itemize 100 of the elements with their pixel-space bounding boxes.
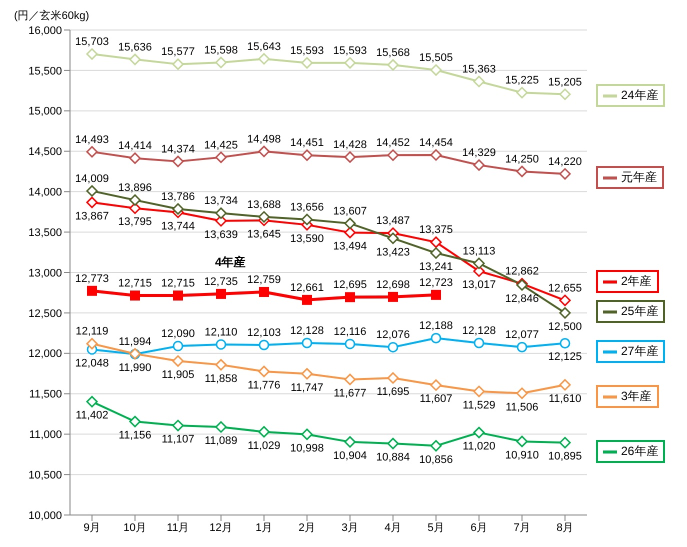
data-label: 11,020 (462, 440, 496, 453)
point (516, 436, 528, 448)
y-tick-label: 16,000 (28, 24, 62, 37)
legend-label: 元年産 (621, 169, 657, 186)
point (387, 438, 399, 450)
point (87, 286, 97, 296)
data-label: 13,734 (204, 195, 238, 208)
y-tick-label: 15,000 (28, 106, 62, 118)
data-label: 15,568 (376, 46, 410, 59)
data-label: 11,029 (248, 440, 280, 452)
data-label: 14,451 (290, 137, 324, 150)
y-tick-label: 13,000 (28, 267, 62, 280)
data-label: 13,786 (161, 190, 195, 203)
data-label: 11,747 (290, 382, 324, 394)
data-label: 15,703 (75, 36, 109, 48)
data-label: 12,862 (505, 266, 539, 278)
point (473, 76, 485, 88)
data-label: 14,009 (75, 172, 109, 185)
data-label: 12,723 (419, 276, 453, 289)
data-label: 11,107 (162, 434, 194, 446)
data-label: 13,795 (118, 216, 152, 228)
x-tick-label: 11月 (166, 522, 190, 534)
data-label: 14,493 (75, 134, 109, 146)
data-label: 14,329 (462, 147, 496, 160)
data-label: 13,113 (462, 245, 496, 258)
data-label: 12,076 (376, 329, 410, 342)
point (516, 342, 528, 352)
y-tick-label: 11,000 (29, 429, 62, 442)
data-label: 12,128 (462, 324, 496, 337)
point (129, 152, 141, 164)
data-label: 11,905 (162, 369, 194, 382)
x-tick-label: 4月 (384, 522, 402, 534)
x-tick-label: 9月 (83, 522, 101, 534)
point (86, 185, 98, 197)
data-label: 13,487 (376, 215, 410, 228)
data-label: 12,110 (204, 326, 238, 338)
x-tick-label: 1月 (255, 522, 273, 534)
point (215, 359, 227, 371)
point (431, 290, 441, 300)
point (129, 194, 141, 206)
data-label: 12,103 (247, 327, 281, 340)
point (516, 388, 528, 400)
point (216, 339, 226, 350)
point (86, 48, 98, 60)
point (560, 338, 570, 348)
data-label: 15,643 (247, 40, 281, 53)
point (86, 396, 98, 408)
data-label: 15,205 (548, 76, 582, 88)
data-label: 11,529 (462, 399, 496, 412)
x-tick-label: 5月 (427, 522, 445, 534)
point (559, 294, 571, 306)
data-label: 10,856 (419, 454, 453, 466)
point (430, 379, 442, 391)
point (301, 57, 313, 69)
point (430, 247, 442, 259)
y-tick-label: 10,500 (28, 469, 62, 482)
point (215, 421, 227, 433)
point (173, 290, 183, 301)
data-label: 13,896 (118, 182, 152, 194)
data-label: 13,744 (161, 220, 195, 232)
data-label: 11,695 (376, 386, 410, 398)
point (86, 338, 98, 350)
y-tick-label: 12,500 (28, 308, 62, 320)
data-label: 12,119 (76, 326, 108, 338)
data-label: 10,998 (290, 442, 324, 454)
y-tick-label: 14,000 (28, 186, 62, 199)
legend-label: 26年産 (621, 443, 658, 460)
data-label: 10,910 (505, 449, 539, 462)
y-tick-label: 14,500 (28, 146, 62, 158)
legend-label: 3年産 (621, 388, 652, 405)
point (215, 207, 227, 219)
x-tick-label: 8月 (556, 522, 574, 534)
data-label: 12,125 (548, 351, 582, 364)
legend-label: 25年産 (621, 303, 658, 320)
point (259, 286, 269, 297)
y-tick-label: 13,500 (28, 226, 62, 239)
point (344, 374, 356, 386)
data-label: 11,402 (76, 410, 108, 422)
data-label: 13,017 (462, 279, 496, 292)
data-label: 11,607 (420, 393, 452, 406)
y-tick-label: 15,500 (28, 65, 62, 78)
point (430, 149, 442, 161)
point (387, 59, 399, 71)
point (301, 428, 313, 440)
data-label: 14,220 (548, 156, 582, 168)
point (344, 338, 356, 350)
data-label: 13,241 (419, 261, 453, 274)
point (258, 146, 270, 158)
data-label: 15,598 (204, 44, 238, 56)
point (344, 151, 356, 163)
point (387, 149, 399, 161)
point (430, 440, 442, 452)
y-tick-label: 10,000 (28, 510, 62, 522)
data-label: 12,048 (75, 357, 109, 370)
point (172, 156, 184, 168)
point (387, 232, 399, 244)
data-label: 11,990 (118, 362, 152, 374)
data-label: 15,363 (462, 63, 496, 76)
x-tick-label: 7月 (513, 522, 531, 534)
point (559, 436, 571, 448)
